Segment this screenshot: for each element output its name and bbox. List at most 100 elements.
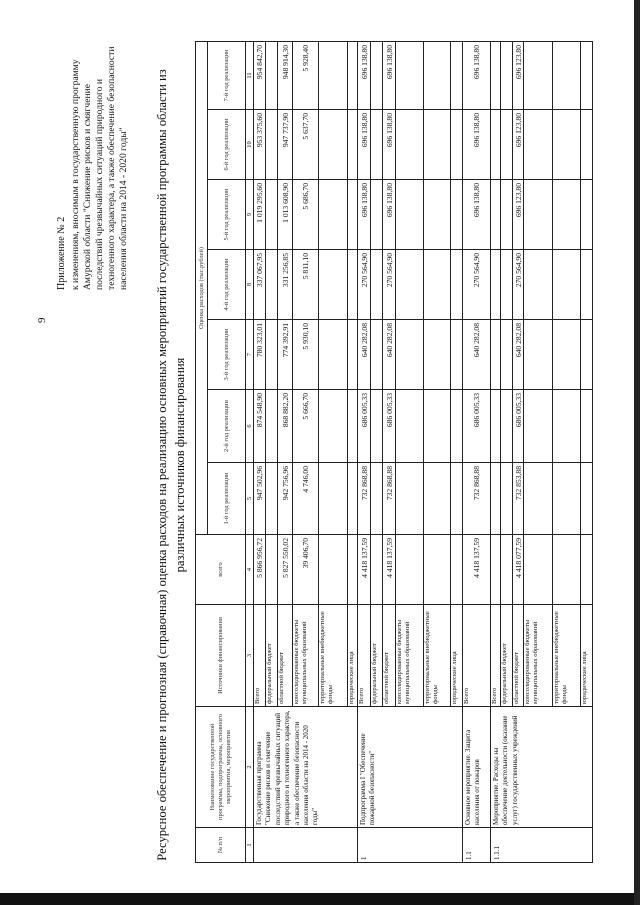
- column-number: 3: [245, 604, 254, 707]
- year-value: 337 067,95: [253, 249, 266, 320]
- year-value: [523, 179, 553, 250]
- year-value: [395, 319, 424, 390]
- year-value: [450, 109, 463, 180]
- year-value: 947 737,90: [277, 109, 293, 180]
- year-value: [500, 179, 513, 250]
- year-value: [395, 462, 424, 535]
- year-value: 5 666,70: [292, 389, 319, 463]
- appendix-line: Амурской области "Снижение рисков и смяг…: [82, 84, 93, 290]
- page-number: 9: [36, 317, 48, 324]
- year-value: 696 138,80: [382, 179, 396, 250]
- year-value: 270 564,90: [382, 249, 396, 320]
- year-value: [347, 179, 358, 250]
- appendix-line: к изменениям, вносимым в государственную…: [70, 59, 81, 290]
- year-value: [347, 41, 358, 110]
- year-value: [580, 389, 593, 463]
- year-value: 686 005,33: [382, 389, 396, 463]
- year-value: [347, 109, 358, 180]
- year-value: [500, 109, 513, 180]
- year-value: 732 868,88: [462, 462, 491, 535]
- funding-source: областной бюджет: [512, 604, 524, 707]
- year-value: 5 686,70: [292, 179, 319, 250]
- year-value: [523, 319, 553, 390]
- year-value: [523, 389, 553, 463]
- year-value: [552, 462, 581, 535]
- column-number: 5: [245, 462, 254, 535]
- year-value: [395, 389, 424, 463]
- appendix-line: последствий чрезвычайных ситуаций природ…: [94, 78, 105, 290]
- year-value: [265, 389, 278, 463]
- title-line: различных источников финансирования: [173, 357, 187, 573]
- year-value: [370, 462, 383, 535]
- row-number: 1.1: [462, 827, 491, 863]
- year-value: [423, 249, 451, 320]
- year-value: [347, 249, 358, 320]
- column-number: 10: [245, 109, 254, 180]
- funding-table: № п/п Наименование государственной прогр…: [195, 41, 593, 863]
- year-value: [523, 41, 553, 110]
- year-value: 696 138,80: [462, 179, 491, 250]
- year-value: [580, 41, 593, 110]
- column-number: 8: [245, 249, 254, 320]
- year-value: [395, 179, 424, 250]
- year-value: 953 375,60: [253, 109, 266, 180]
- appendix-line: населения области на 2014 - 2020 годы": [118, 127, 129, 290]
- funding-source: Всего: [462, 604, 491, 707]
- year-value: 696 138,80: [382, 41, 396, 110]
- year-value: [500, 41, 513, 110]
- funding-source: консолидированные бюджеты муниципальных …: [395, 604, 424, 707]
- funding-source: Всего: [357, 604, 371, 707]
- total-value: [490, 534, 501, 605]
- year-value: 947 502,96: [253, 462, 266, 535]
- year-value: [490, 462, 501, 535]
- year-value: [523, 109, 553, 180]
- year-value: [265, 179, 278, 250]
- header-year-2: 2-й год реализации: [207, 389, 246, 463]
- title-line: Ресурсное обеспечение и прогнозная (спра…: [155, 69, 169, 861]
- year-value: [552, 249, 581, 320]
- year-value: [347, 462, 358, 535]
- year-value: 1 013 608,90: [277, 179, 293, 250]
- year-value: 1 019 295,60: [253, 179, 266, 250]
- year-value: [490, 179, 501, 250]
- year-value: [552, 41, 581, 110]
- year-value: [395, 249, 424, 320]
- scan-edge: [0, 893, 640, 905]
- year-value: [552, 109, 581, 180]
- year-value: [265, 41, 278, 110]
- row-number: 1.1.1: [490, 827, 593, 863]
- year-value: 696 138,80: [462, 41, 491, 110]
- year-value: 696 138,80: [357, 41, 371, 110]
- total-value: [423, 534, 451, 605]
- total-value: [265, 534, 278, 605]
- year-value: [500, 319, 513, 390]
- year-value: [347, 319, 358, 390]
- header-name: Наименование государственной программы, …: [195, 706, 246, 828]
- year-value: 696 138,80: [357, 109, 371, 180]
- header-year-1: 1-й год реализации: [207, 462, 246, 535]
- year-value: [580, 462, 593, 535]
- year-value: 732 868,88: [382, 462, 396, 535]
- year-value: [395, 109, 424, 180]
- year-value: [423, 41, 451, 110]
- total-value: [318, 534, 348, 605]
- year-value: 270 564,90: [357, 249, 371, 320]
- header-source: Источники финансирования: [195, 604, 246, 707]
- year-value: 696 138,80: [382, 109, 396, 180]
- funding-source: Всего: [490, 604, 501, 707]
- year-value: 874 548,90: [253, 389, 266, 463]
- appendix-line: техногенного характера, а также обеспече…: [106, 46, 117, 290]
- total-value: 4 418 137,59: [462, 534, 491, 605]
- year-value: 696 123,80: [512, 109, 524, 180]
- year-value: 270 564,90: [512, 249, 524, 320]
- year-value: [370, 41, 383, 110]
- scan-edge: [634, 0, 640, 905]
- year-value: 4 746,00: [292, 462, 319, 535]
- total-value: 4 418 077,59: [512, 534, 524, 605]
- total-value: 4 418 137,59: [357, 534, 371, 605]
- table-row: 1.1.1 Мероприятие. Расходы на обеспечение…: [490, 41, 593, 863]
- program-name: Подпрограмма I "Обеспечение пожарной без…: [357, 706, 463, 828]
- funding-source: федеральный бюджет: [265, 604, 278, 707]
- total-value: [395, 534, 424, 605]
- year-value: [450, 249, 463, 320]
